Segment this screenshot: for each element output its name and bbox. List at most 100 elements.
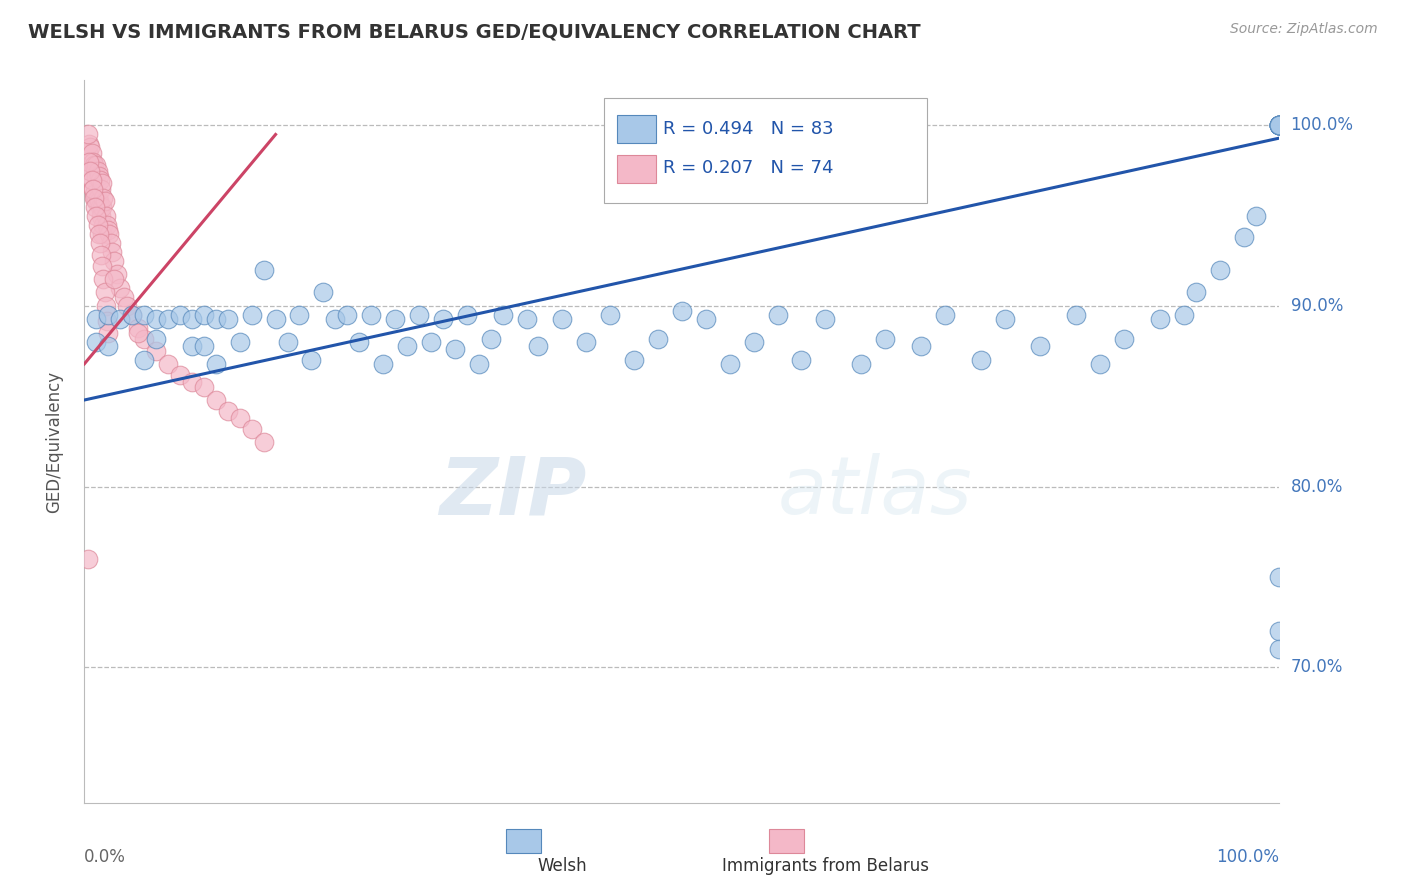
Point	[145, 332, 167, 346]
Point	[1185, 285, 1208, 299]
Point	[77, 136, 100, 151]
Text: 90.0%: 90.0%	[1291, 297, 1343, 315]
Point	[253, 263, 276, 277]
Point	[86, 191, 108, 205]
Point	[229, 335, 252, 350]
Point	[91, 260, 114, 274]
Point	[157, 357, 180, 371]
FancyBboxPatch shape	[506, 829, 541, 854]
Point	[77, 128, 100, 142]
Point	[623, 353, 645, 368]
Point	[127, 320, 149, 334]
Point	[373, 357, 395, 371]
Point	[112, 290, 135, 304]
Point	[93, 194, 115, 209]
Point	[132, 332, 156, 346]
Point	[169, 368, 191, 382]
Point	[84, 200, 107, 214]
Point	[1268, 119, 1291, 133]
Point	[83, 191, 105, 205]
Text: Welsh: Welsh	[537, 857, 588, 875]
Text: 80.0%: 80.0%	[1291, 478, 1343, 496]
Point	[79, 140, 101, 154]
Point	[205, 392, 228, 407]
Point	[205, 311, 228, 326]
Point	[277, 335, 299, 350]
Point	[193, 308, 215, 322]
Point	[93, 285, 115, 299]
Point	[89, 172, 111, 186]
Point	[1114, 332, 1136, 346]
Point	[90, 248, 112, 262]
Point	[82, 154, 104, 169]
Point	[516, 311, 538, 326]
Point	[169, 308, 191, 322]
Point	[93, 272, 115, 286]
Text: Source: ZipAtlas.com: Source: ZipAtlas.com	[1230, 22, 1378, 37]
Point	[718, 357, 741, 371]
Point	[851, 357, 873, 371]
Point	[301, 353, 323, 368]
Point	[994, 311, 1017, 326]
Point	[132, 308, 156, 322]
Point	[1268, 119, 1291, 133]
Point	[82, 181, 104, 195]
Point	[1268, 119, 1291, 133]
Point	[205, 357, 228, 371]
Point	[253, 434, 276, 449]
Point	[97, 326, 120, 340]
Point	[875, 332, 897, 346]
Point	[217, 404, 239, 418]
Point	[86, 218, 108, 232]
Point	[98, 227, 121, 241]
Point	[91, 227, 114, 241]
Point	[110, 311, 132, 326]
Point	[94, 209, 117, 223]
Text: R = 0.207   N = 74: R = 0.207 N = 74	[662, 160, 834, 178]
Point	[80, 172, 103, 186]
Point	[86, 163, 108, 178]
Text: 0.0%: 0.0%	[84, 848, 127, 866]
Point	[742, 335, 765, 350]
Point	[1209, 263, 1232, 277]
Point	[181, 375, 204, 389]
Point	[97, 339, 120, 353]
Point	[83, 187, 105, 202]
Text: R = 0.494   N = 83: R = 0.494 N = 83	[662, 120, 834, 137]
Point	[77, 145, 100, 160]
Point	[86, 158, 108, 172]
Text: 100.0%: 100.0%	[1291, 117, 1354, 135]
Point	[1173, 308, 1195, 322]
Point	[384, 311, 406, 326]
Point	[240, 422, 263, 436]
Point	[77, 552, 100, 566]
Point	[86, 209, 108, 223]
Point	[671, 304, 693, 318]
Point	[86, 194, 108, 209]
Point	[193, 339, 215, 353]
Point	[91, 176, 114, 190]
Point	[1268, 570, 1291, 584]
Point	[101, 244, 124, 259]
FancyBboxPatch shape	[769, 829, 804, 854]
Point	[93, 218, 115, 232]
Point	[181, 311, 204, 326]
Point	[468, 357, 491, 371]
Point	[97, 308, 120, 322]
Point	[444, 343, 467, 357]
FancyBboxPatch shape	[617, 115, 655, 143]
Point	[766, 308, 789, 322]
Point	[396, 339, 419, 353]
Point	[1268, 119, 1291, 133]
FancyBboxPatch shape	[605, 98, 927, 203]
FancyBboxPatch shape	[617, 154, 655, 183]
Point	[77, 154, 100, 169]
Point	[1233, 230, 1256, 244]
Y-axis label: GED/Equivalency: GED/Equivalency	[45, 370, 63, 513]
Point	[479, 332, 502, 346]
Point	[145, 311, 167, 326]
Text: atlas: atlas	[778, 453, 973, 531]
Point	[90, 209, 112, 223]
Point	[91, 200, 114, 214]
Point	[599, 308, 621, 322]
